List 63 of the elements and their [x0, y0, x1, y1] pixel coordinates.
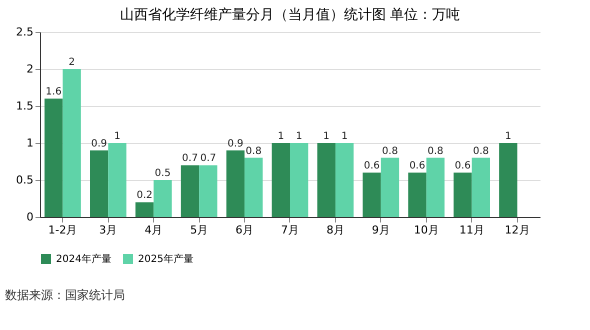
bar: [154, 180, 172, 217]
data-label: 1: [504, 131, 512, 142]
bar: [290, 143, 308, 217]
data-label: 0.8: [472, 146, 489, 157]
bar: [226, 150, 245, 217]
y-tick-label: 2.5: [16, 26, 34, 38]
bar: [272, 143, 290, 217]
x-tick-label: 10月: [414, 224, 439, 236]
x-tick-label: 9月: [372, 224, 390, 236]
x-tick-label: 12月: [504, 224, 530, 236]
x-tick-label: 5月: [190, 224, 208, 236]
chart-title: 山西省化学纤维产量分月（当月值）统计图 单位：万吨: [120, 7, 460, 23]
data-label: 1: [114, 131, 120, 142]
bar: [244, 158, 263, 217]
bar: [44, 98, 63, 217]
y-tick-label: 2: [26, 62, 34, 76]
x-tick-label: 4月: [144, 224, 163, 236]
bar: [380, 158, 400, 217]
data-label: 2: [68, 57, 76, 68]
bar: [135, 202, 154, 217]
bar: [90, 150, 108, 217]
data-label: 0.8: [246, 146, 262, 157]
data-label: 1: [278, 131, 284, 142]
x-tick-label: 1-2月: [48, 224, 78, 236]
data-label: 1.6: [46, 86, 62, 98]
legend-label: 2025年产量: [138, 253, 194, 265]
x-tick-label: 6月: [236, 224, 254, 236]
data-label: 0.8: [428, 146, 444, 157]
data-label: 1: [296, 131, 302, 142]
x-tick-label: 8月: [326, 224, 344, 236]
bar: [454, 172, 472, 217]
data-label: 0.7: [200, 153, 216, 164]
x-tick-label: 3月: [99, 224, 118, 236]
x-tick-label: 11月: [459, 224, 484, 236]
bar: [499, 143, 518, 217]
data-label: 0.6: [364, 160, 380, 172]
bar: [335, 143, 354, 217]
y-tick-label: 1: [26, 136, 34, 150]
data-label: 1: [323, 131, 330, 142]
bar: [199, 165, 218, 217]
y-tick-label: 0.5: [16, 174, 34, 186]
bar: [180, 165, 200, 217]
bar: [62, 69, 81, 217]
source-note: 数据来源：国家统计局: [5, 288, 125, 302]
data-label: 1: [341, 131, 348, 142]
data-label: 0.5: [154, 168, 171, 179]
data-label: 0.6: [454, 160, 471, 172]
data-label: 0.2: [136, 190, 152, 202]
y-tick-label: 0: [26, 210, 34, 224]
bar: [317, 143, 336, 217]
bar: [426, 158, 445, 217]
bar: [472, 158, 490, 217]
data-label: 0.6: [409, 160, 426, 172]
bar: [362, 172, 381, 217]
x-tick-label: 7月: [281, 224, 299, 236]
data-label: 0.7: [182, 153, 198, 164]
bar: [408, 172, 426, 217]
data-label: 0.9: [228, 138, 244, 150]
data-label: 0.9: [91, 138, 108, 150]
data-label: 0.8: [382, 146, 398, 157]
y-tick-label: 1.5: [16, 100, 34, 112]
bar: [108, 143, 126, 217]
legend-label: 2024年产量: [56, 253, 112, 265]
